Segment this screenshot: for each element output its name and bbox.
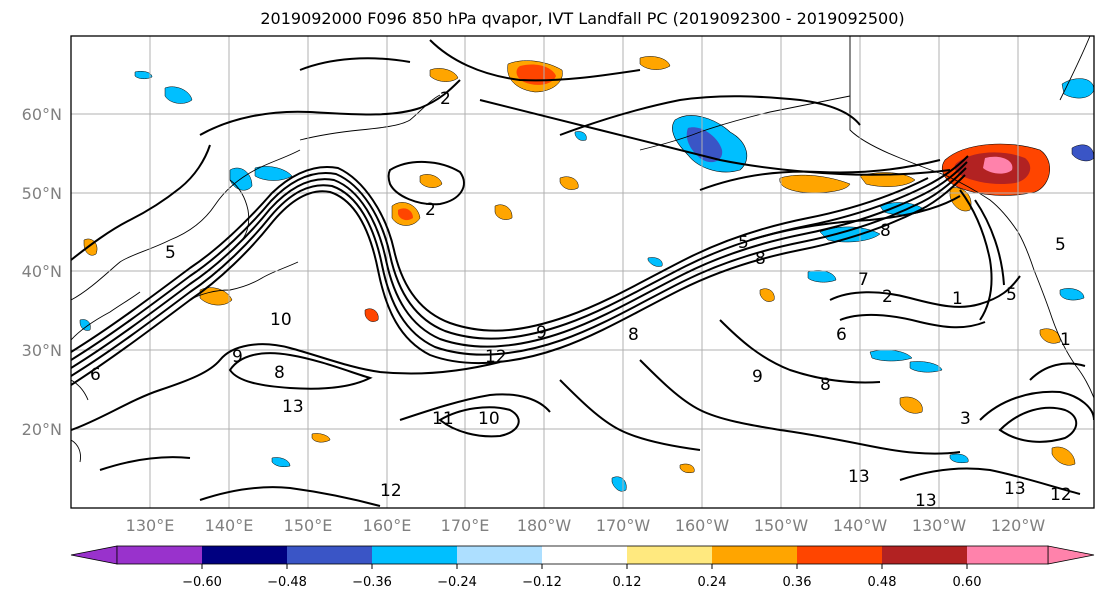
qvapor-shading bbox=[79, 56, 1094, 492]
contour-label: 9 bbox=[232, 347, 243, 367]
contour-label: 8 bbox=[274, 363, 285, 383]
contour-label: 8 bbox=[628, 325, 639, 345]
contour-labels: 2 2 5 5 10 9 8 13 11 12 10 9 8 8 9 8 6 7… bbox=[90, 89, 1072, 511]
lon-label: 180°W bbox=[517, 516, 572, 535]
lon-label: 160°W bbox=[675, 516, 730, 535]
lon-label: 150°W bbox=[754, 516, 809, 535]
contour-label: 12 bbox=[1050, 485, 1072, 505]
contour-label: 2 bbox=[882, 287, 893, 307]
colorbar-extend-high bbox=[1047, 545, 1095, 565]
contour-label: 5 bbox=[738, 233, 749, 253]
colorbar-segment bbox=[287, 546, 372, 564]
colorbar-segment bbox=[117, 546, 202, 564]
colorbar-tick-label: 0.24 bbox=[698, 575, 727, 590]
colorbar-tick-label: 0.60 bbox=[953, 575, 982, 590]
colorbar-segment bbox=[967, 546, 1048, 564]
lat-label: 30°N bbox=[22, 341, 62, 360]
colorbar-segment bbox=[372, 546, 457, 564]
colorbar-segment bbox=[542, 546, 627, 564]
ivt-contours bbox=[71, 39, 1094, 507]
lon-label: 140°E bbox=[205, 516, 254, 535]
colorbar-frame bbox=[116, 545, 1049, 565]
plot-frame bbox=[70, 35, 1095, 509]
contour-label: 2 bbox=[425, 200, 436, 220]
contour-label: 13 bbox=[915, 491, 937, 511]
lat-label: 40°N bbox=[22, 262, 62, 281]
lon-label: 140°W bbox=[833, 516, 888, 535]
colorbar: −0.60 −0.48 −0.36 −0.24 −0.12 0.12 0.24 … bbox=[70, 545, 1095, 590]
contour-label: 6 bbox=[836, 325, 847, 345]
colorbar-segment bbox=[797, 546, 882, 564]
contour-label: 9 bbox=[752, 367, 763, 387]
contour-label: 13 bbox=[1004, 479, 1026, 499]
lon-label: 170°E bbox=[441, 516, 490, 535]
gridlines bbox=[71, 36, 1094, 508]
contour-label: 8 bbox=[755, 249, 766, 269]
contour-label: 5 bbox=[1055, 235, 1066, 255]
colorbar-tick-labels: −0.60 −0.48 −0.36 −0.24 −0.12 0.12 0.24 … bbox=[182, 575, 981, 590]
colorbar-tick-label: −0.12 bbox=[522, 575, 562, 590]
lon-label: 120°W bbox=[991, 516, 1046, 535]
contour-label: 10 bbox=[478, 409, 500, 429]
contour-label: 13 bbox=[848, 467, 870, 487]
colorbar-segment bbox=[882, 546, 967, 564]
colorbar-segment bbox=[712, 546, 797, 564]
contour-label: 12 bbox=[380, 481, 402, 501]
contour-label: 2 bbox=[440, 89, 451, 109]
map-title: 2019092000 F096 850 hPa qvapor, IVT Land… bbox=[260, 9, 905, 28]
longitude-labels: 130°E 140°E 150°E 160°E 170°E 180°W 170°… bbox=[126, 516, 1046, 535]
contour-label: 13 bbox=[282, 397, 304, 417]
colorbar-tick-label: −0.36 bbox=[352, 575, 392, 590]
contour-label: 5 bbox=[1006, 285, 1017, 305]
contour-label: 10 bbox=[270, 310, 292, 330]
colorbar-ticks bbox=[201, 564, 968, 569]
colorbar-extend-low bbox=[70, 545, 118, 565]
lon-label: 130°W bbox=[912, 516, 967, 535]
colorbar-segment bbox=[627, 546, 712, 564]
lat-label: 60°N bbox=[22, 105, 62, 124]
colorbar-tick-label: −0.24 bbox=[437, 575, 477, 590]
lat-label: 50°N bbox=[22, 184, 62, 203]
latitude-labels: 60°N 50°N 40°N 30°N 20°N bbox=[22, 105, 62, 439]
contour-label: 3 bbox=[960, 409, 971, 429]
lat-label: 20°N bbox=[22, 420, 62, 439]
contour-label: 8 bbox=[880, 221, 891, 241]
colorbar-segment bbox=[457, 546, 542, 564]
colorbar-tick-label: 0.12 bbox=[613, 575, 642, 590]
colorbar-tick-label: 0.48 bbox=[868, 575, 897, 590]
contour-label: 7 bbox=[858, 270, 869, 290]
lon-label: 130°E bbox=[126, 516, 175, 535]
lon-label: 160°E bbox=[363, 516, 412, 535]
coastlines bbox=[71, 36, 1094, 463]
contour-label: 1 bbox=[1060, 330, 1071, 350]
contour-label: 6 bbox=[90, 365, 101, 385]
lon-label: 150°E bbox=[284, 516, 333, 535]
lon-label: 170°W bbox=[596, 516, 651, 535]
contour-label: 12 bbox=[485, 347, 507, 367]
contour-label: 8 bbox=[820, 375, 831, 395]
contour-label: 1 bbox=[952, 289, 963, 309]
colorbar-tick-label: −0.48 bbox=[267, 575, 307, 590]
colorbar-tick-label: 0.36 bbox=[783, 575, 812, 590]
colorbar-segment bbox=[202, 546, 287, 564]
contour-label: 5 bbox=[165, 243, 176, 263]
colorbar-tick-label: −0.60 bbox=[182, 575, 222, 590]
contour-label: 9 bbox=[536, 323, 547, 343]
contour-label: 11 bbox=[432, 409, 454, 429]
